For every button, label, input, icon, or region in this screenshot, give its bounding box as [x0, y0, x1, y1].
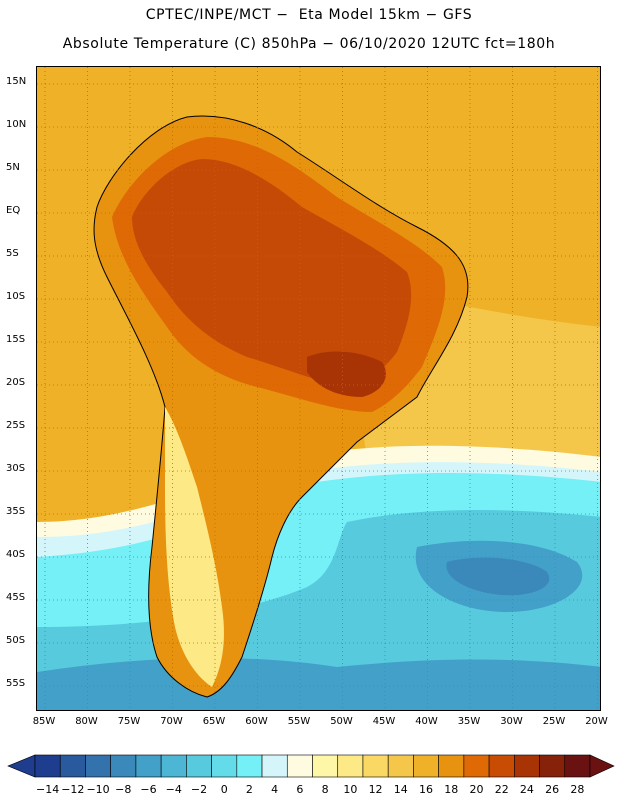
colorbar-swatch	[337, 754, 364, 778]
colorbar-swatch	[286, 754, 313, 778]
colorbar-tick-label: 16	[419, 783, 434, 796]
colorbar-swatch	[160, 754, 187, 778]
longitude-tick-label: 60W	[245, 716, 268, 727]
colorbar-tick-label: 14	[393, 783, 408, 796]
colorbar-tick-label: 8	[321, 783, 329, 796]
colorbar-max-arrow	[589, 754, 615, 778]
colorbar-tick-label: 24	[519, 783, 534, 796]
colorbar-swatch	[59, 754, 86, 778]
latitude-tick-label: 20S	[6, 377, 26, 388]
colorbar-swatch	[488, 754, 515, 778]
longitude-tick-label: 45W	[372, 716, 396, 727]
colorbar-swatch	[261, 754, 288, 778]
colorbar-tick-label: 26	[545, 783, 560, 796]
colorbar-tick-label: 12	[368, 783, 383, 796]
longitude-tick-label: 55W	[287, 716, 311, 727]
colorbar-swatch	[85, 754, 111, 778]
longitude-tick-label: 80W	[75, 716, 98, 727]
continent-hot-core	[132, 159, 412, 387]
colorbar-swatch	[312, 754, 339, 778]
colorbar	[7, 754, 615, 778]
latitude-tick-label: 55S	[6, 678, 26, 689]
latitude-tick-label: 10S	[6, 291, 26, 302]
longitude-tick-label: 65W	[202, 716, 226, 727]
colorbar-tick-label: −10	[86, 783, 110, 796]
latitude-tick-label: 15N	[6, 76, 27, 87]
chart-subtitle: Absolute Temperature (C) 850hPa − 06/10/…	[62, 36, 556, 52]
colorbar-tick-label: 4	[271, 783, 279, 796]
colorbar-swatch	[236, 754, 263, 778]
longitude-tick-label: 40W	[415, 716, 438, 727]
colorbar-tick-label: −6	[140, 783, 157, 796]
colorbar-swatch	[110, 754, 137, 778]
latitude-tick-label: 35S	[6, 506, 26, 517]
colorbar-tick-label: 28	[570, 783, 585, 796]
colorbar-tick-label: −12	[61, 783, 85, 796]
field-deep-blue-zone	[446, 557, 550, 596]
colorbar-swatch	[564, 754, 591, 778]
colorbar-swatch	[211, 754, 238, 778]
colorbar-tick-label: −4	[165, 783, 182, 796]
colorbar-tick-label: 10	[343, 783, 358, 796]
colorbar-swatch	[186, 754, 212, 778]
colorbar-swatch	[413, 754, 439, 778]
latitude-tick-label: 45S	[6, 592, 26, 603]
longitude-tick-label: 85W	[32, 716, 56, 727]
colorbar-min-arrow	[7, 754, 36, 778]
longitude-tick-label: 30W	[500, 716, 523, 727]
latitude-tick-label: 15S	[6, 334, 26, 345]
colorbar-swatch	[387, 754, 414, 778]
colorbar-tick-label: −2	[190, 783, 208, 796]
chart-title: CPTEC/INPE/MCT − Eta Model 15km − GFS	[145, 7, 473, 23]
colorbar-tick-label: 22	[494, 783, 509, 796]
latitude-tick-label: 5S	[6, 248, 19, 259]
colorbar-tick-label: −14	[36, 783, 60, 796]
colorbar-tick-label: 18	[444, 783, 459, 796]
latitude-tick-label: 40S	[6, 549, 26, 560]
longitude-tick-label: 20W	[585, 716, 608, 727]
colorbar-tick-label: 2	[245, 783, 253, 796]
colorbar-swatch	[463, 754, 490, 778]
colorbar-swatch	[135, 754, 162, 778]
latitude-tick-label: EQ	[6, 205, 21, 216]
latitude-tick-label: 30S	[6, 463, 26, 474]
latitude-tick-label: 25S	[6, 420, 26, 431]
colorbar-swatch	[34, 754, 61, 778]
andes-mild-strip	[165, 407, 224, 687]
colorbar-swatch	[514, 754, 540, 778]
longitude-tick-label: 35W	[457, 716, 481, 727]
longitude-tick-label: 75W	[117, 716, 141, 727]
colorbar-swatch	[539, 754, 566, 778]
latitude-tick-label: 50S	[6, 635, 26, 646]
latitude-tick-label: 5N	[6, 162, 20, 173]
colorbar-swatch	[438, 754, 465, 778]
latitude-tick-label: 10N	[6, 119, 27, 130]
colorbar-swatch	[362, 754, 389, 778]
colorbar-tick-label: 0	[220, 783, 228, 796]
colorbar-tick-label: 6	[296, 783, 304, 796]
colorbar-tick-label: −8	[115, 783, 132, 796]
longitude-tick-label: 25W	[542, 716, 566, 727]
longitude-tick-label: 50W	[330, 716, 353, 727]
colorbar-tick-label: 20	[469, 783, 484, 796]
continent-hottest-core	[307, 351, 386, 397]
temperature-map	[36, 66, 601, 711]
longitude-tick-label: 70W	[160, 716, 183, 727]
